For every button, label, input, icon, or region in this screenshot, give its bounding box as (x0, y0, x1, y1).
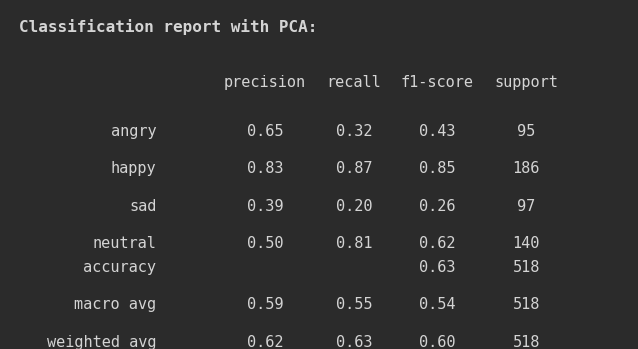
Text: 0.63: 0.63 (419, 260, 456, 275)
Text: 0.65: 0.65 (246, 124, 283, 139)
Text: 97: 97 (517, 199, 535, 214)
Text: 518: 518 (513, 297, 540, 312)
Text: support: support (494, 75, 558, 90)
Text: 0.62: 0.62 (246, 335, 283, 349)
Text: accuracy: accuracy (84, 260, 156, 275)
Text: 0.60: 0.60 (419, 335, 456, 349)
Text: happy: happy (110, 161, 156, 176)
Text: 0.63: 0.63 (336, 335, 373, 349)
Text: 518: 518 (513, 335, 540, 349)
Text: neutral: neutral (93, 236, 156, 251)
Text: 140: 140 (513, 236, 540, 251)
Text: sad: sad (129, 199, 156, 214)
Text: angry: angry (110, 124, 156, 139)
Text: 518: 518 (513, 260, 540, 275)
Text: 0.62: 0.62 (419, 236, 456, 251)
Text: macro avg: macro avg (74, 297, 156, 312)
Text: 0.85: 0.85 (419, 161, 456, 176)
Text: 95: 95 (517, 124, 535, 139)
Text: 0.50: 0.50 (246, 236, 283, 251)
Text: 0.55: 0.55 (336, 297, 373, 312)
Text: 0.87: 0.87 (336, 161, 373, 176)
Text: f1-score: f1-score (401, 75, 473, 90)
Text: precision: precision (224, 75, 306, 90)
Text: 0.20: 0.20 (336, 199, 373, 214)
Text: 0.81: 0.81 (336, 236, 373, 251)
Text: 0.43: 0.43 (419, 124, 456, 139)
Text: 0.39: 0.39 (246, 199, 283, 214)
Text: 0.59: 0.59 (246, 297, 283, 312)
Text: Classification report with PCA:: Classification report with PCA: (19, 19, 318, 35)
Text: 0.26: 0.26 (419, 199, 456, 214)
Text: weighted avg: weighted avg (47, 335, 156, 349)
Text: 0.32: 0.32 (336, 124, 373, 139)
Text: 0.83: 0.83 (246, 161, 283, 176)
Text: 0.54: 0.54 (419, 297, 456, 312)
Text: 186: 186 (513, 161, 540, 176)
Text: recall: recall (327, 75, 382, 90)
